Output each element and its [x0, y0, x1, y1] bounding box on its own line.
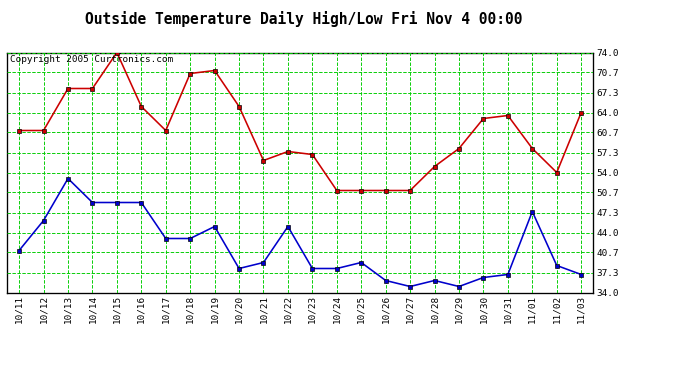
- Text: Copyright 2005 Curtronics.com: Copyright 2005 Curtronics.com: [10, 55, 173, 64]
- Text: Outside Temperature Daily High/Low Fri Nov 4 00:00: Outside Temperature Daily High/Low Fri N…: [85, 11, 522, 27]
